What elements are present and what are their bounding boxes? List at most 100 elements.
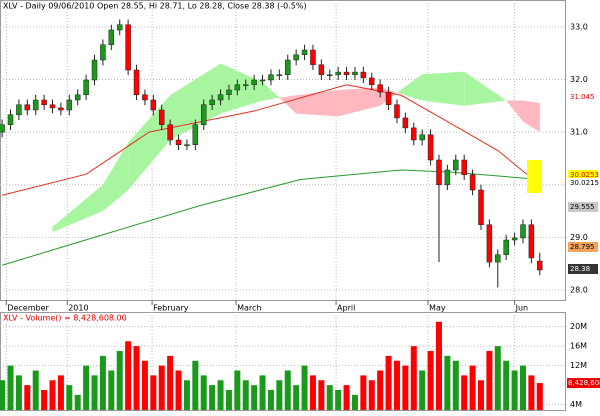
candle-body: [226, 89, 232, 95]
cloud-segment: [396, 74, 423, 101]
candle-body: [444, 169, 451, 185]
volume-bar: [385, 355, 392, 410]
volume-bar: [368, 380, 375, 410]
volume-bar: [267, 390, 274, 410]
volume-bar: [427, 351, 434, 410]
volume-bar: [217, 380, 224, 410]
volume-bar: [74, 394, 81, 410]
cloud-segment: [464, 71, 507, 106]
volume-bar: [133, 346, 140, 410]
candle-body: [32, 99, 39, 111]
volume-bar: [83, 365, 90, 410]
volume-bar: [343, 385, 350, 410]
candle-body: [318, 64, 325, 75]
candle-body: [158, 109, 165, 125]
candle-body: [259, 79, 266, 82]
y-tick-label: 32.0: [570, 75, 588, 84]
volume-bar: [351, 394, 358, 410]
x-tick-label: December: [7, 304, 49, 313]
y-tick-label: 31.0: [570, 128, 588, 137]
volume-bar: [183, 380, 190, 410]
volume-bar: [0, 380, 6, 410]
candle-body: [377, 84, 383, 93]
volume-bar: [293, 385, 300, 410]
volume-bar: [57, 375, 64, 410]
candle-body: [192, 124, 199, 145]
volume-bar: [141, 360, 148, 410]
volume-bar: [536, 383, 543, 410]
volume-bar: [318, 380, 325, 410]
candle-body: [217, 94, 224, 101]
volume-bar: [99, 355, 106, 410]
candles: [0, 19, 543, 288]
candle-body: [394, 104, 400, 119]
price-label-box: [568, 178, 598, 188]
y-tick-label: 16M: [570, 342, 587, 351]
candle-body: [167, 124, 173, 141]
candle-body: [511, 237, 518, 241]
volume-bar: [444, 355, 451, 410]
candle-body: [209, 99, 215, 105]
axis-labels: 33.032.031.030.029.028.020M16M12M4MDecem…: [5, 22, 600, 409]
candle-body: [352, 71, 358, 75]
price-label: 28.38: [570, 265, 590, 273]
volume-bar: [503, 360, 510, 410]
y-tick-label: 33.0: [570, 22, 588, 31]
volume-bar: [24, 385, 31, 410]
price-label-box: [568, 170, 598, 180]
volume-bar: [419, 370, 426, 410]
x-tick-label: 2010: [68, 304, 88, 313]
candle-body: [142, 94, 148, 101]
candle-body: [108, 29, 115, 45]
price-label-box: [568, 242, 598, 252]
candle-body: [234, 84, 241, 91]
candle-body: [285, 59, 291, 75]
volume-bar: [66, 385, 73, 410]
cloud-segment: [262, 82, 280, 101]
cloud-segment: [220, 63, 263, 114]
candle-body: [116, 24, 123, 31]
highlight-box: [527, 160, 542, 193]
volume-bar: [259, 375, 266, 410]
candle-body: [125, 24, 131, 71]
volume-marker-label: 8,428,608: [568, 379, 600, 387]
volume-bar: [377, 370, 384, 410]
grid: [0, 0, 565, 410]
volume-bar: [158, 365, 165, 410]
volume-bar: [284, 370, 291, 410]
volume-bar: [461, 375, 468, 410]
volume-bar: [276, 380, 283, 410]
candle-body: [478, 189, 484, 225]
y-tick-label: 4M: [570, 400, 582, 409]
volume-bars: [0, 321, 543, 410]
volume-bar: [519, 365, 526, 410]
candle-body: [453, 159, 459, 171]
cloud-segment: [52, 184, 103, 233]
volume-bar: [251, 385, 258, 410]
y-tick-label: 20M: [570, 322, 587, 331]
candle-body: [184, 144, 190, 146]
volume-bar: [335, 390, 342, 410]
candle-body: [411, 127, 417, 141]
candle-body: [495, 254, 501, 263]
volume-bar: [32, 370, 39, 410]
cloud-segment: [522, 100, 540, 133]
candle-body: [276, 74, 283, 76]
candle-body: [293, 54, 299, 61]
moving-average: [1, 169, 540, 266]
price-label: 30.0253: [570, 171, 599, 179]
x-tick-label: February: [153, 304, 189, 313]
volume-bar: [192, 360, 199, 410]
cloud-segment: [506, 100, 523, 122]
cloud-segment: [422, 71, 465, 106]
candle-body: [528, 224, 535, 259]
candle-body: [520, 224, 526, 239]
cloud-segment: [170, 63, 221, 140]
price-label-box: [568, 92, 598, 102]
x-tick-label: May: [429, 304, 446, 313]
volume-bar: [452, 360, 459, 410]
candle-body: [58, 107, 64, 111]
volume-bar: [116, 351, 123, 410]
candle-body: [83, 79, 89, 95]
